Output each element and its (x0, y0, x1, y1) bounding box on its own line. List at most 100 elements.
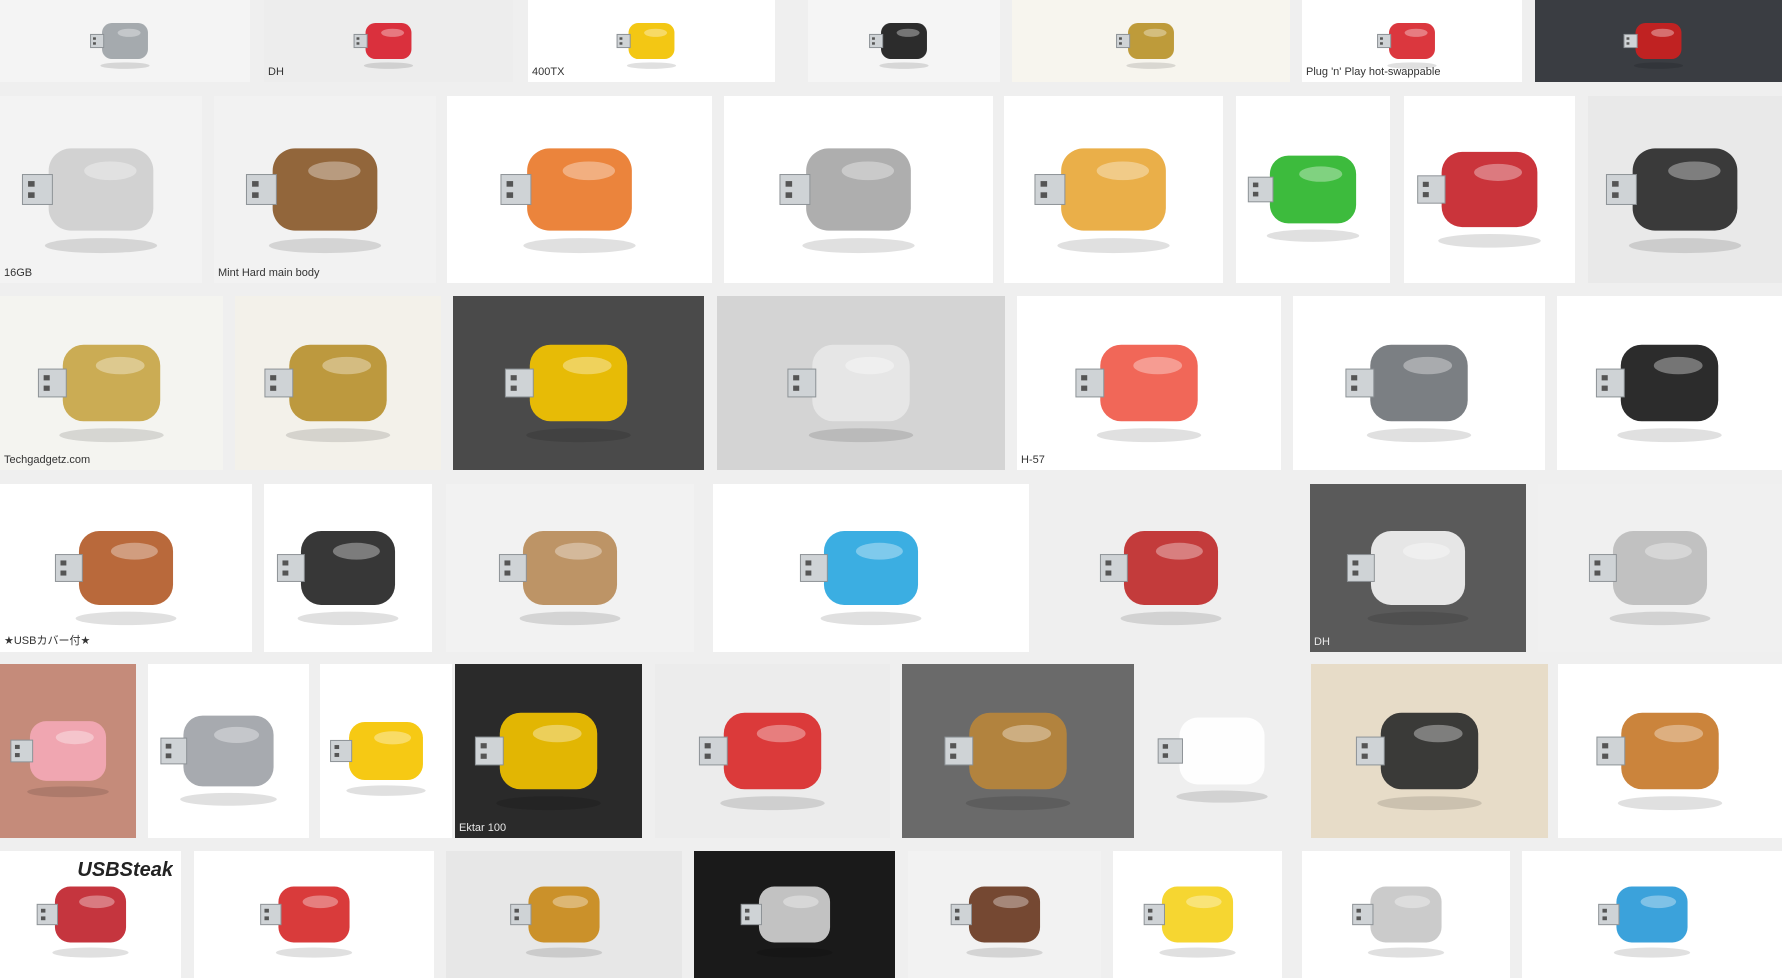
image-result-tile[interactable] (1113, 851, 1282, 978)
image-result-tile[interactable] (453, 296, 704, 470)
product-body (1620, 344, 1719, 422)
image-result-tile[interactable] (0, 664, 136, 838)
image-result-tile[interactable] (446, 851, 682, 978)
product-body (499, 712, 598, 790)
image-result-tile[interactable] (717, 296, 1005, 470)
angry-birds-drive-icon (330, 721, 426, 796)
image-result-tile[interactable]: Ektar 100 (455, 664, 642, 838)
usb-pin (954, 916, 960, 921)
highlight (374, 731, 412, 745)
usb-connector (1417, 175, 1446, 204)
revolver-drive-icon (1345, 344, 1472, 443)
highlight (308, 161, 361, 181)
wall-e-drive-icon (510, 886, 603, 958)
image-result-tile[interactable] (1302, 851, 1510, 978)
shadow (1096, 428, 1202, 443)
image-result-tile[interactable] (1012, 0, 1290, 82)
image-result-tile[interactable]: USBSteak (0, 851, 181, 978)
image-result-tile[interactable] (1522, 851, 1782, 978)
image-result-tile[interactable] (1004, 96, 1223, 283)
image-result-tile[interactable] (1311, 664, 1548, 838)
highlight (554, 542, 602, 560)
image-result-tile[interactable] (1236, 96, 1390, 283)
product-body (289, 344, 387, 422)
usb-connector (779, 174, 811, 205)
usb-connector (353, 33, 368, 49)
usb-pin (514, 916, 519, 921)
shadow (44, 238, 158, 254)
shadow (1387, 62, 1437, 69)
dog-drive-icon (54, 531, 177, 626)
highlight (381, 28, 405, 37)
image-result-tile[interactable] (1558, 664, 1782, 838)
image-result-tile[interactable]: Mint Hard main body (214, 96, 436, 283)
usb-pin (264, 908, 269, 913)
image-result-tile[interactable] (694, 851, 895, 978)
usb-pin (1040, 181, 1048, 187)
usb-pin (1252, 182, 1259, 188)
usb-connector (869, 33, 884, 49)
image-result-tile[interactable] (808, 0, 1000, 82)
highlight (1640, 895, 1677, 909)
usb-connector (1605, 174, 1637, 205)
image-result-tile[interactable] (902, 664, 1134, 838)
usb-pin (1162, 753, 1169, 758)
product-body (1100, 344, 1198, 422)
image-result-tile[interactable] (194, 851, 434, 978)
image-result-tile[interactable] (320, 664, 452, 838)
usb-pin (40, 916, 46, 921)
image-result-tile[interactable] (1535, 0, 1782, 82)
usb-pin (334, 745, 340, 750)
usb-connector (787, 368, 817, 398)
usb-pin (504, 570, 511, 576)
shadow (1609, 611, 1711, 626)
image-result-tile[interactable] (1293, 296, 1545, 470)
iron-man-drive-icon (1417, 151, 1541, 248)
image-result-tile[interactable]: Plug 'n' Play hot-swappable (1302, 0, 1522, 82)
usb-pin (1252, 191, 1259, 197)
image-result-tile[interactable]: DH (1310, 484, 1526, 652)
image-result-tile[interactable] (908, 851, 1101, 978)
highlight (845, 356, 895, 375)
usb-pin (14, 753, 20, 758)
image-result-tile[interactable] (724, 96, 993, 283)
shadow (802, 238, 915, 254)
image-result-tile[interactable]: DH (264, 0, 513, 82)
image-result-tile[interactable] (148, 664, 309, 838)
usb-pin (270, 375, 277, 381)
shadow (808, 428, 914, 443)
image-result-tile[interactable]: 400TX (528, 0, 775, 82)
image-result-tile[interactable] (446, 484, 694, 652)
usb-connector (264, 368, 294, 398)
image-result-tile[interactable] (1588, 96, 1782, 283)
usb-pin (793, 375, 800, 381)
image-result-tile[interactable]: 16GB (0, 96, 202, 283)
image-result-tile[interactable] (1538, 484, 1782, 652)
image-result-tile[interactable] (447, 96, 712, 283)
image-result-tile[interactable] (1043, 484, 1299, 652)
grenade-drive-icon (869, 22, 929, 69)
oreo-drive-icon (1355, 712, 1482, 811)
image-result-tile[interactable]: H-57 (1017, 296, 1281, 470)
image-result-tile[interactable] (655, 664, 890, 838)
shadow (966, 947, 1043, 958)
burger-drive-icon (1034, 148, 1170, 254)
image-result-tile[interactable]: ★USBカバー付★ (0, 484, 252, 652)
usb-connector (21, 174, 53, 205)
shadow (297, 611, 399, 626)
image-result-tile[interactable] (713, 484, 1029, 652)
highlight (841, 161, 895, 181)
image-result-tile[interactable] (1557, 296, 1782, 470)
image-result-tile[interactable] (1404, 96, 1575, 283)
image-result-tile[interactable] (264, 484, 432, 652)
banana-drive-icon (1143, 886, 1236, 958)
image-result-tile[interactable] (0, 0, 250, 82)
image-result-tile[interactable] (235, 296, 441, 470)
usb-pin (1422, 181, 1429, 187)
image-result-tile[interactable]: Techgadgetz.com (0, 296, 223, 470)
tile-caption: Techgadgetz.com (4, 454, 91, 466)
usb-pin (805, 560, 812, 566)
product-body (528, 886, 600, 943)
image-result-tile[interactable] (1146, 664, 1298, 838)
usb-pin (43, 375, 50, 381)
